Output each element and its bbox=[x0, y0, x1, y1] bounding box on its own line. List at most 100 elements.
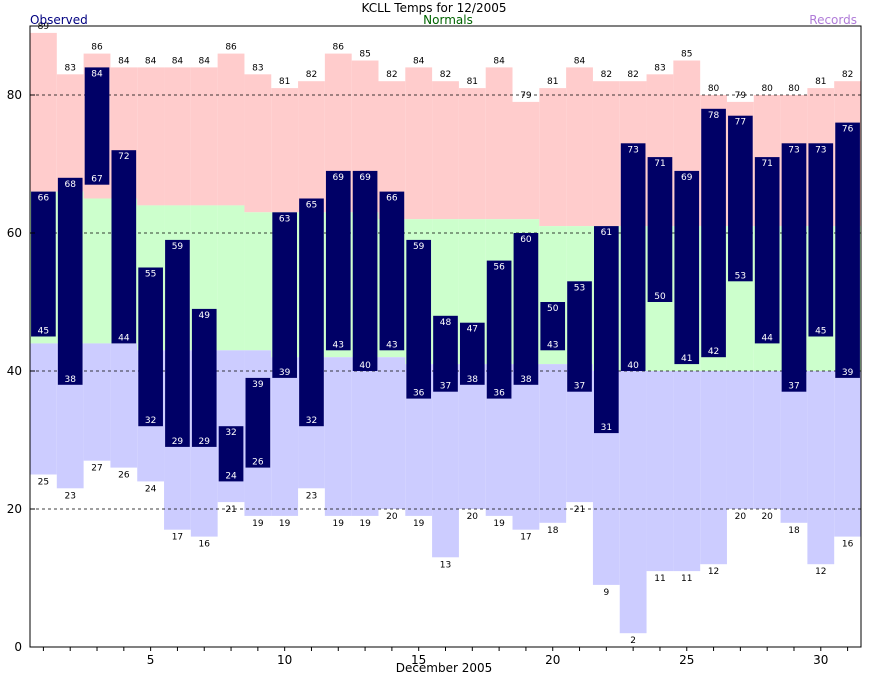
low-band bbox=[619, 371, 647, 634]
observed-high-label: 84 bbox=[91, 69, 103, 79]
record-low-label: 19 bbox=[252, 519, 264, 529]
record-band bbox=[539, 88, 567, 227]
observed-high-label: 65 bbox=[306, 201, 317, 211]
record-low-label: 21 bbox=[225, 505, 236, 515]
observed-bar bbox=[459, 322, 485, 385]
observed-bar bbox=[379, 191, 405, 351]
legend-normals: Normals bbox=[423, 13, 473, 27]
observed-low-label: 44 bbox=[118, 333, 130, 343]
record-high-label: 85 bbox=[681, 50, 692, 60]
observed-low-label: 36 bbox=[413, 389, 425, 399]
normal-band bbox=[244, 212, 272, 351]
low-band bbox=[700, 371, 727, 565]
observed-low-label: 44 bbox=[761, 333, 773, 343]
low-band bbox=[324, 357, 352, 516]
record-low-label: 20 bbox=[735, 512, 747, 522]
observed-bar-layer bbox=[31, 67, 860, 482]
record-high-label: 84 bbox=[413, 56, 425, 66]
record-low-label: 27 bbox=[91, 464, 102, 474]
x-tick-label: 5 bbox=[147, 653, 155, 667]
observed-high-label: 73 bbox=[815, 145, 826, 155]
observed-low-label: 32 bbox=[306, 416, 317, 426]
observed-high-label: 39 bbox=[252, 380, 264, 390]
record-high-label: 82 bbox=[601, 70, 612, 80]
record-high-label: 80 bbox=[708, 84, 720, 94]
low-band bbox=[378, 357, 406, 509]
observed-high-label: 66 bbox=[38, 194, 50, 204]
record-low-label: 12 bbox=[708, 567, 719, 577]
record-low-label: 13 bbox=[440, 560, 451, 570]
record-low-label: 18 bbox=[788, 526, 800, 536]
x-tick-label: 10 bbox=[277, 653, 292, 667]
observed-high-label: 76 bbox=[842, 125, 854, 135]
observed-low-label: 29 bbox=[172, 437, 184, 447]
observed-bar bbox=[647, 157, 673, 302]
observed-bar bbox=[754, 157, 780, 344]
record-band bbox=[56, 74, 84, 192]
record-band bbox=[217, 53, 245, 206]
observed-high-label: 69 bbox=[681, 173, 693, 183]
record-high-label: 86 bbox=[91, 43, 103, 53]
record-band bbox=[164, 67, 191, 206]
record-band bbox=[405, 67, 433, 220]
record-low-label: 23 bbox=[64, 491, 75, 501]
observed-low-label: 43 bbox=[547, 340, 558, 350]
observed-bar bbox=[245, 377, 271, 468]
record-high-label: 83 bbox=[64, 63, 75, 73]
observed-low-label: 37 bbox=[440, 382, 451, 392]
record-high-label: 82 bbox=[440, 70, 451, 80]
record-high-label: 84 bbox=[172, 56, 184, 66]
y-tick-label: 60 bbox=[7, 226, 22, 240]
record-high-label: 83 bbox=[654, 63, 665, 73]
record-low-label: 20 bbox=[386, 512, 398, 522]
observed-bar bbox=[540, 302, 566, 351]
low-band bbox=[780, 371, 808, 523]
observed-high-label: 61 bbox=[601, 228, 612, 238]
observed-low-label: 29 bbox=[199, 437, 211, 447]
record-low-label: 11 bbox=[654, 574, 665, 584]
record-band bbox=[512, 101, 540, 220]
observed-bar bbox=[674, 170, 700, 365]
record-high-label: 86 bbox=[225, 43, 237, 53]
observed-bar bbox=[111, 150, 137, 344]
observed-bar bbox=[406, 239, 432, 399]
y-tick-label: 40 bbox=[7, 364, 22, 378]
legend-observed: Observed bbox=[30, 13, 88, 27]
chart-title: KCLL Temps for 12/2005 bbox=[362, 1, 507, 15]
record-band bbox=[298, 81, 325, 213]
observed-bar bbox=[352, 170, 378, 371]
record-high-label: 81 bbox=[815, 77, 826, 87]
record-low-label: 17 bbox=[172, 533, 183, 543]
record-band bbox=[485, 67, 513, 220]
y-tick-label: 20 bbox=[7, 502, 22, 516]
observed-bar bbox=[486, 260, 512, 399]
observed-low-label: 32 bbox=[145, 416, 156, 426]
record-high-label: 84 bbox=[118, 56, 130, 66]
observed-high-label: 55 bbox=[145, 270, 156, 280]
observed-bar bbox=[808, 143, 834, 337]
record-high-label: 81 bbox=[279, 77, 290, 87]
record-band bbox=[30, 32, 57, 192]
record-band bbox=[432, 81, 459, 220]
x-tick-label: 25 bbox=[679, 653, 694, 667]
record-high-label: 82 bbox=[627, 70, 638, 80]
record-high-label: 81 bbox=[547, 77, 558, 87]
observed-bar bbox=[781, 143, 807, 392]
record-band bbox=[566, 67, 593, 227]
observed-low-label: 45 bbox=[815, 327, 826, 337]
record-low-label: 12 bbox=[815, 567, 826, 577]
record-band bbox=[458, 88, 486, 220]
observed-high-label: 59 bbox=[172, 242, 184, 252]
x-tick-label: 30 bbox=[813, 653, 828, 667]
observed-high-label: 66 bbox=[386, 194, 398, 204]
observed-bar bbox=[513, 233, 539, 385]
observed-low-label: 53 bbox=[735, 271, 746, 281]
record-high-label: 81 bbox=[467, 77, 478, 87]
observed-high-label: 69 bbox=[333, 173, 345, 183]
y-tick-label: 0 bbox=[14, 640, 22, 654]
record-low-label: 20 bbox=[761, 512, 773, 522]
record-low-label: 20 bbox=[467, 512, 479, 522]
x-tick-label: 20 bbox=[545, 653, 560, 667]
axes-layer: 0 20 40 60 80 5 10 15 20 25 30 bbox=[7, 25, 862, 667]
